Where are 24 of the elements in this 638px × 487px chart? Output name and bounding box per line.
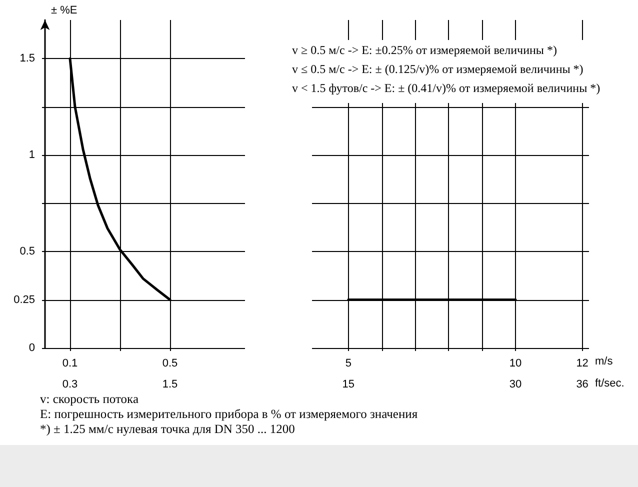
text: *) ± 1.25 мм/с нулевая точка для DN 350 ... 1200 xyxy=(40,422,296,437)
y-tick-label: 0 xyxy=(28,342,35,354)
text: E: погрешность измерительного прибора в % от измеряемого значения xyxy=(40,407,418,422)
x2-tick-label: 36 xyxy=(576,378,588,390)
y-tick-label: 0.25 xyxy=(14,294,35,306)
y-tick-label: 0.5 xyxy=(20,246,35,258)
x-tick-label: 5 xyxy=(345,358,352,370)
x-tick-label: 12 xyxy=(576,358,588,370)
x-axis-title: m/s xyxy=(595,356,614,368)
annotation: v ≥ 0.5 м/с -> E: ±0.25% от измеряемой величины *) xyxy=(292,43,557,57)
y-tick-label: 1 xyxy=(28,149,35,162)
x-tick-label: 0.1 xyxy=(62,358,78,370)
x-tick-label: 10 xyxy=(509,358,522,370)
x2-axis-title: ft/sec. xyxy=(595,378,624,390)
x2-tick-label: 15 xyxy=(342,378,355,390)
annotation: v ≤ 0.5 м/с -> E: ± (0.125/v)% от измеряемой величины *) xyxy=(292,62,584,76)
x2-tick-label: 1.5 xyxy=(162,378,178,390)
y-axis-title: ± %E xyxy=(51,4,78,16)
y-tick-label: 1.5 xyxy=(20,52,35,65)
text: v: скорость потока xyxy=(40,392,140,407)
annotation: v < 1.5 футов/с -> E: ± (0.41/v)% от измеряемой величины *) xyxy=(292,81,600,95)
x2-tick-label: 30 xyxy=(509,378,522,390)
x-tick-label: 0.5 xyxy=(162,358,178,370)
x2-tick-label: 0.3 xyxy=(62,378,78,390)
